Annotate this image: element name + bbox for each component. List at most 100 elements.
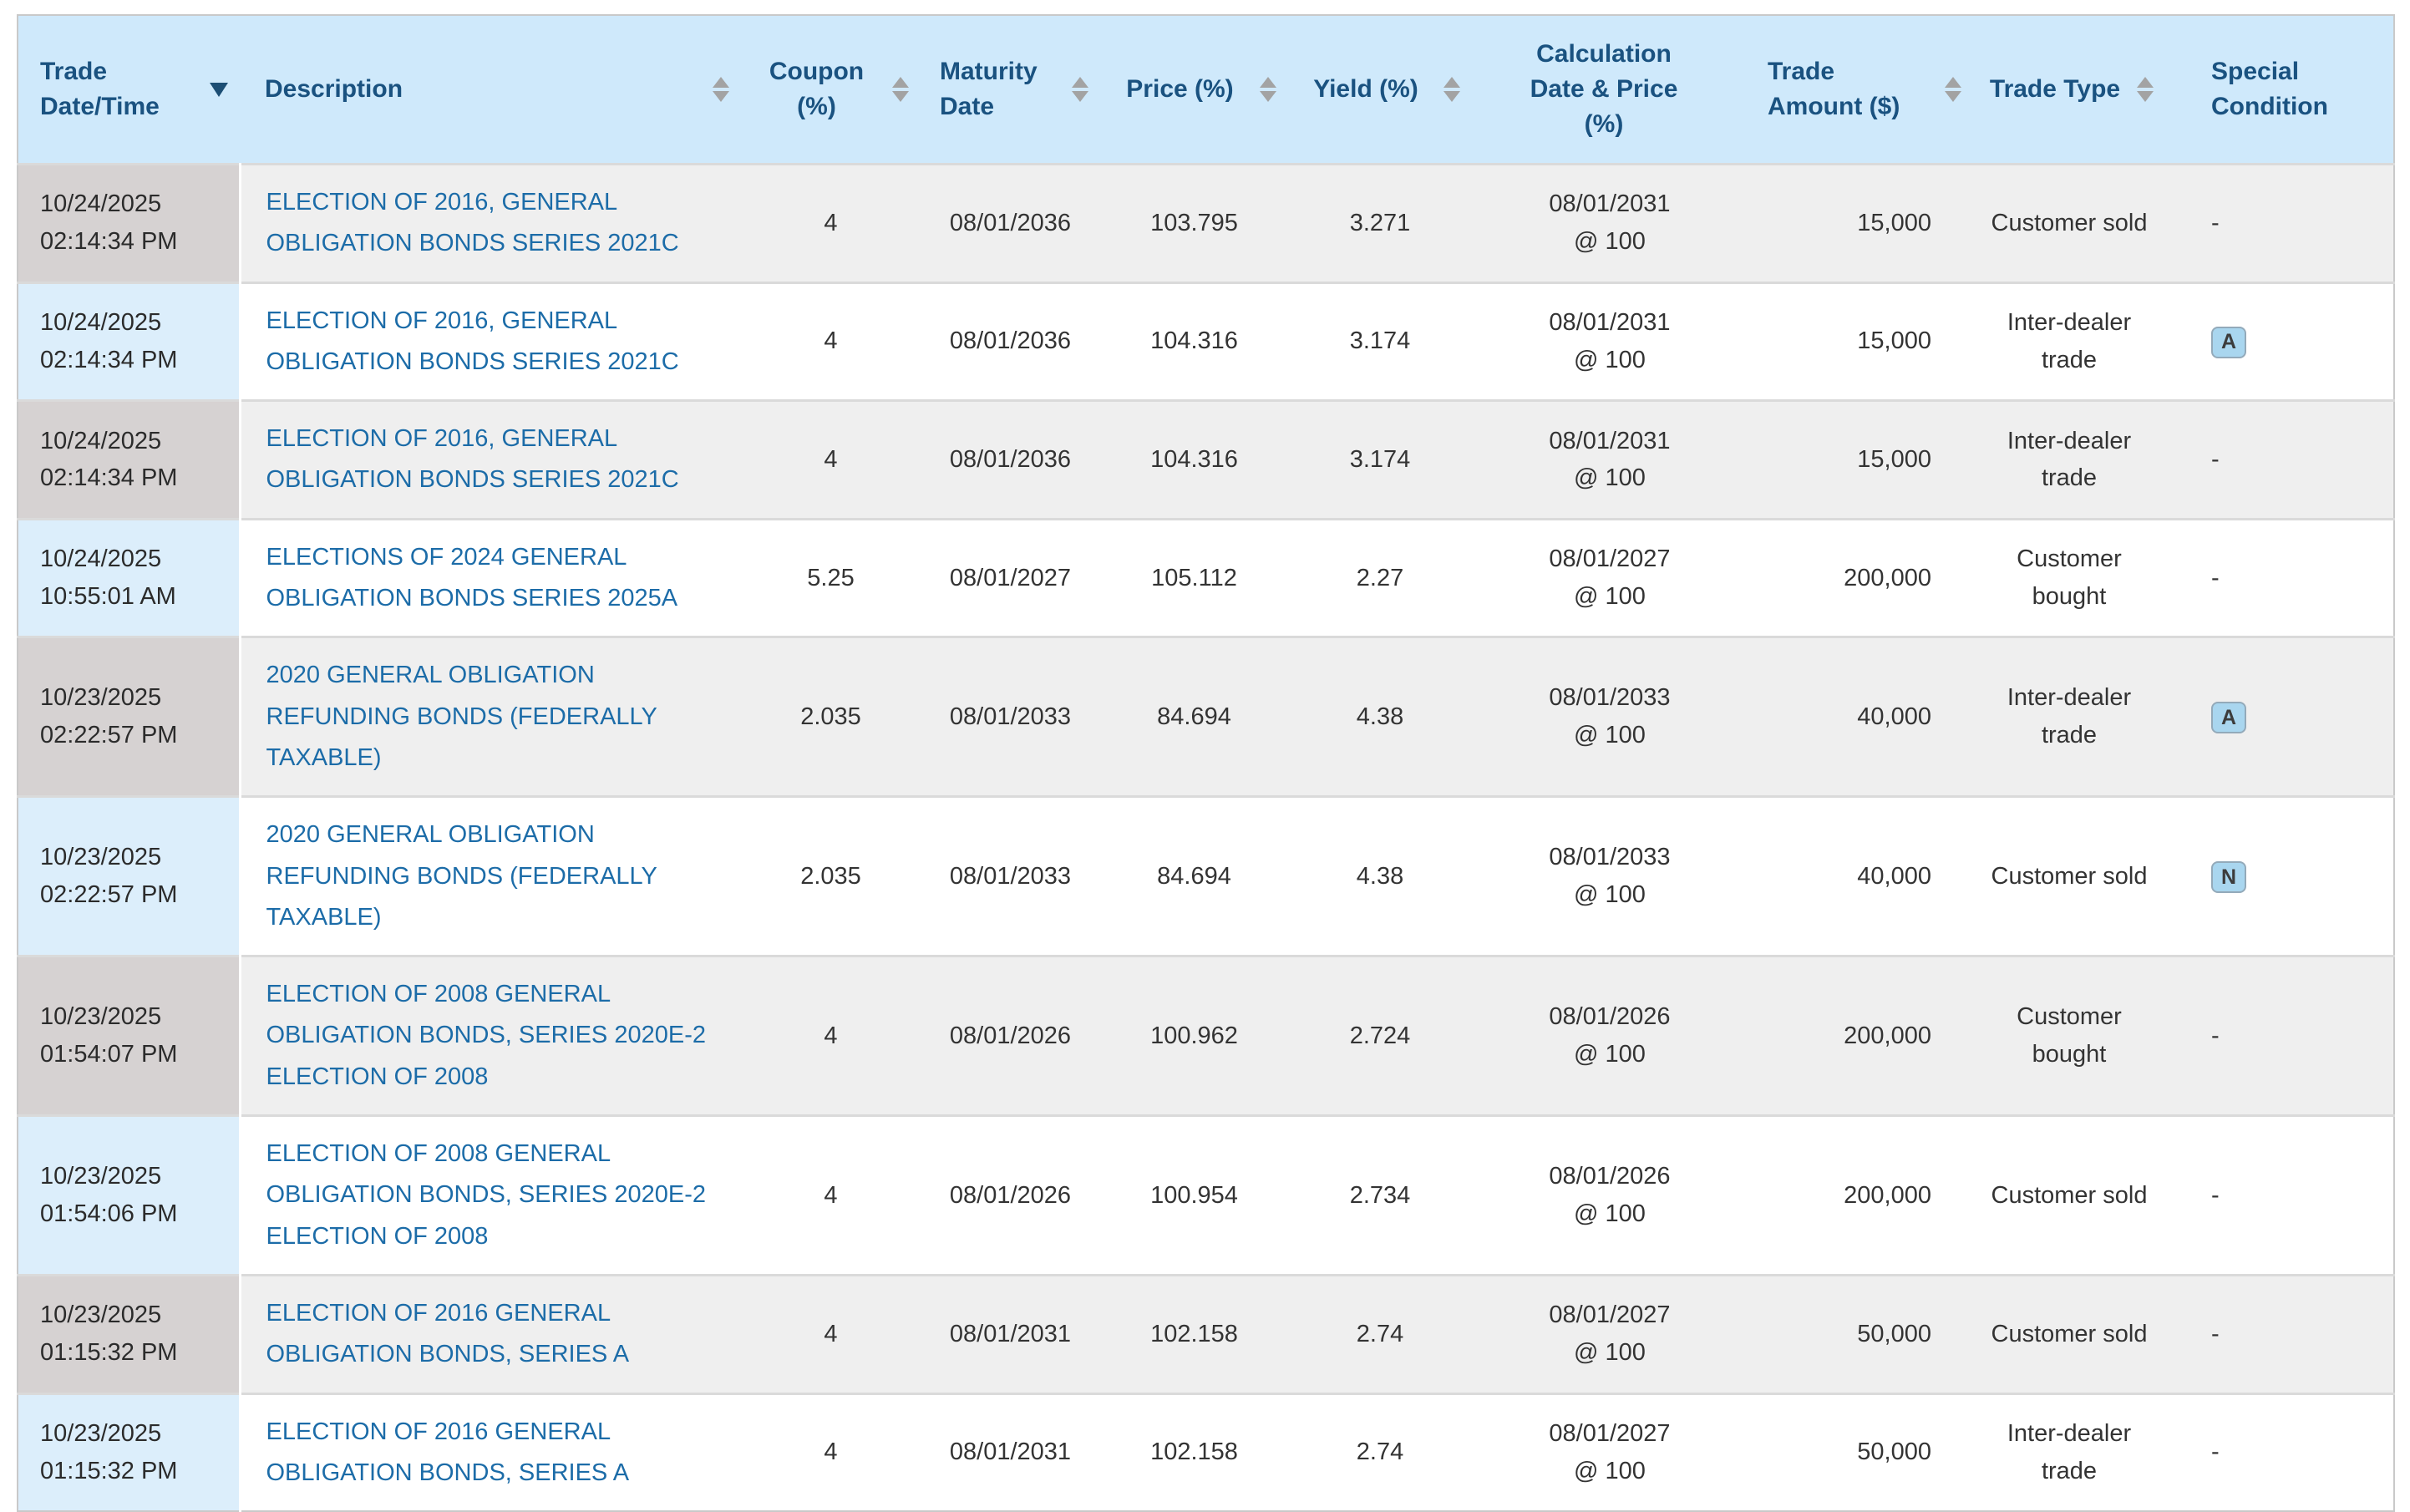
calculation-price: @ 100 [1574,464,1646,492]
cell-trade-date-time: 10/23/2025 02:22:57 PM [18,795,241,956]
trade-date: 10/23/2025 [40,684,162,712]
security-description-link[interactable]: ELECTIONS OF 2024 GENERAL OBLIGATION BON… [266,543,678,612]
column-label-trade-amount: Trade Amount ($) [1768,58,1900,120]
cell-trade-amount: 15,000 [1748,399,1973,520]
calculation-date: 08/01/2026 [1549,1163,1671,1190]
cell-description: ELECTION OF 2016, GENERAL OBLIGATION BON… [240,281,741,401]
column-header-trade-type[interactable]: Trade Type [1973,15,2165,165]
column-header-trade-date-time[interactable]: Trade Date/Time [18,15,240,165]
cell-coupon: 4 [741,1273,921,1394]
security-description-link[interactable]: ELECTION OF 2016, GENERAL OBLIGATION BON… [266,189,679,257]
calculation-date: 08/01/2031 [1549,308,1671,336]
cell-yield: 2.724 [1288,955,1472,1116]
sort-toggle-icon[interactable] [1072,77,1088,102]
cell-calculation-date-price: 08/01/2033 @ 100 [1472,636,1748,797]
table-header: Trade Date/Time Description Coupon (%) M… [18,15,2394,165]
trade-time: 01:54:07 PM [40,1041,178,1068]
cell-calculation-date-price: 08/01/2031 @ 100 [1472,399,1748,520]
calculation-date: 08/01/2031 [1549,190,1671,218]
cell-trade-type: Inter-dealer trade [1973,281,2165,401]
cell-maturity-date: 08/01/2036 [921,281,1100,401]
calculation-date: 08/01/2033 [1549,684,1671,712]
column-header-price[interactable]: Price (%) [1100,15,1288,165]
sort-toggle-icon[interactable] [1260,77,1276,102]
trade-date: 10/24/2025 [40,190,162,218]
trade-time: 01:15:32 PM [40,1457,178,1484]
cell-price: 100.954 [1100,1114,1288,1276]
trade-date: 10/23/2025 [40,1301,162,1329]
security-description-link[interactable]: ELECTION OF 2016, GENERAL OBLIGATION BON… [266,307,679,375]
cell-trade-type: Customer sold [1973,163,2165,283]
cell-special-condition: - [2165,399,2394,520]
cell-coupon: 4 [741,281,921,401]
sort-toggle-icon[interactable] [1443,77,1460,102]
calculation-date: 08/01/2033 [1549,844,1671,871]
cell-description: ELECTION OF 2016, GENERAL OBLIGATION BON… [240,399,741,520]
cell-maturity-date: 08/01/2027 [921,517,1100,637]
column-header-description[interactable]: Description [240,15,741,165]
column-header-maturity-date[interactable]: Maturity Date [921,15,1100,165]
table-row: 10/24/2025 02:14:34 PM ELECTION OF 2016,… [18,163,2394,283]
special-condition-badge[interactable]: N [2211,861,2246,894]
cell-coupon: 4 [741,955,921,1116]
column-header-coupon[interactable]: Coupon (%) [741,15,921,165]
cell-maturity-date: 08/01/2026 [921,1114,1100,1276]
security-description-link[interactable]: ELECTION OF 2008 GENERAL OBLIGATION BOND… [266,1140,706,1250]
cell-price: 105.112 [1100,517,1288,637]
cell-calculation-date-price: 08/01/2033 @ 100 [1472,795,1748,956]
trade-time: 02:22:57 PM [40,722,178,749]
cell-yield: 2.27 [1288,517,1472,637]
sort-toggle-icon[interactable] [713,77,729,102]
cell-trade-date-time: 10/24/2025 02:14:34 PM [18,163,241,283]
security-description-link[interactable]: ELECTION OF 2016 GENERAL OBLIGATION BOND… [266,1299,630,1368]
trade-time: 10:55:01 AM [40,583,176,611]
column-header-yield[interactable]: Yield (%) [1288,15,1472,165]
trade-activity-table: Trade Date/Time Description Coupon (%) M… [17,14,2395,1512]
special-condition-value: - [2211,209,2220,236]
trade-date: 10/23/2025 [40,1163,162,1190]
column-label-price: Price (%) [1126,75,1234,103]
column-label-maturity-date: Maturity Date [940,58,1038,120]
cell-coupon: 2.035 [741,795,921,956]
calculation-price: @ 100 [1574,228,1646,256]
sort-toggle-icon[interactable] [892,77,909,102]
special-condition-badge[interactable]: A [2211,326,2246,358]
cell-calculation-date-price: 08/01/2031 @ 100 [1472,163,1748,283]
sort-toggle-icon[interactable] [1945,77,1961,102]
column-label-trade-type: Trade Type [1989,75,2121,103]
cell-description: 2020 GENERAL OBLIGATION REFUNDING BONDS … [240,636,741,797]
security-description-link[interactable]: 2020 GENERAL OBLIGATION REFUNDING BONDS … [266,662,657,771]
table-row: 10/23/2025 02:22:57 PM 2020 GENERAL OBLI… [18,795,2394,956]
cell-calculation-date-price: 08/01/2027 @ 100 [1472,517,1748,637]
column-label-coupon: Coupon (%) [769,58,865,120]
cell-yield: 2.74 [1288,1392,1472,1512]
cell-trade-type: Customer sold [1973,1114,2165,1276]
cell-trade-type: Inter-dealer trade [1973,399,2165,520]
cell-coupon: 4 [741,1392,921,1512]
cell-special-condition: - [2165,1392,2394,1512]
sort-descending-icon[interactable] [210,82,228,97]
special-condition-value: - [2211,1022,2220,1049]
cell-trade-amount: 15,000 [1748,163,1973,283]
cell-trade-amount: 50,000 [1748,1392,1973,1512]
special-condition-badge[interactable]: A [2211,702,2246,734]
sort-toggle-icon[interactable] [2137,77,2154,102]
trade-date: 10/24/2025 [40,427,162,454]
cell-trade-amount: 15,000 [1748,281,1973,401]
trade-time: 02:14:34 PM [40,228,178,256]
security-description-link[interactable]: ELECTION OF 2016, GENERAL OBLIGATION BON… [266,425,679,494]
security-description-link[interactable]: ELECTION OF 2016 GENERAL OBLIGATION BOND… [266,1418,630,1486]
column-header-trade-amount[interactable]: Trade Amount ($) [1748,15,1973,165]
calculation-price: @ 100 [1574,881,1646,909]
cell-maturity-date: 08/01/2031 [921,1273,1100,1394]
cell-description: ELECTION OF 2016 GENERAL OBLIGATION BOND… [240,1273,741,1394]
special-condition-value: - [2211,1320,2220,1347]
security-description-link[interactable]: 2020 GENERAL OBLIGATION REFUNDING BONDS … [266,821,657,931]
cell-special-condition: A [2165,281,2394,401]
cell-description: ELECTION OF 2008 GENERAL OBLIGATION BOND… [240,955,741,1116]
cell-trade-date-time: 10/23/2025 01:15:32 PM [18,1273,241,1394]
calculation-date: 08/01/2027 [1549,1301,1671,1329]
cell-calculation-date-price: 08/01/2026 @ 100 [1472,1114,1748,1276]
security-description-link[interactable]: ELECTION OF 2008 GENERAL OBLIGATION BOND… [266,981,706,1090]
cell-coupon: 4 [741,163,921,283]
